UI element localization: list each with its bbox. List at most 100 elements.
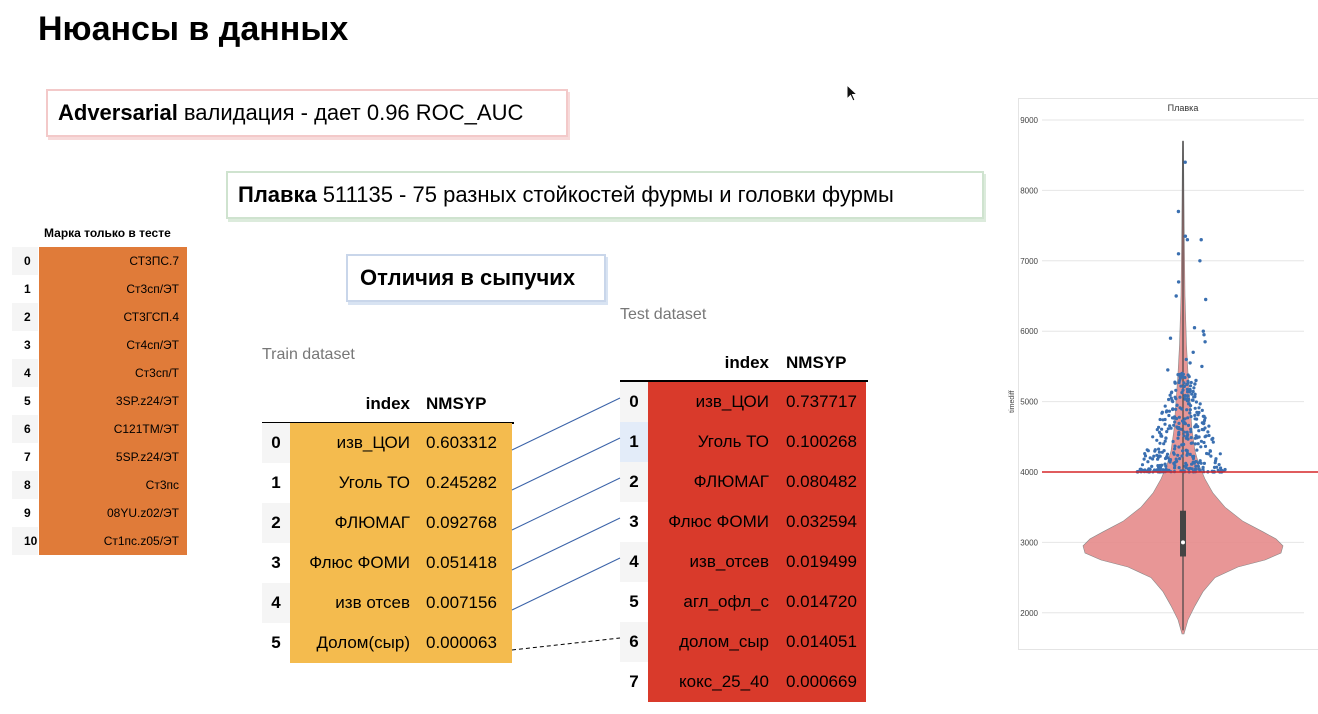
train_table-row: ФЛЮМАГ 0.092768: [290, 503, 512, 543]
data-point: [1191, 389, 1195, 394]
marka-row-value: СТ3ГСП.4: [39, 303, 187, 331]
y-tick-label: 6000: [1020, 327, 1038, 336]
data-point: [1189, 404, 1193, 408]
data-point: [1193, 413, 1197, 417]
data-point: [1172, 451, 1176, 455]
data-point: [1180, 391, 1184, 395]
test_table-row-index: 6: [620, 622, 648, 662]
data-point: [1166, 456, 1170, 460]
data-point: [1189, 427, 1193, 431]
data-point: [1163, 462, 1167, 466]
data-point: [1160, 463, 1164, 467]
data-point: [1173, 466, 1177, 470]
row-value: 0.032594: [786, 512, 857, 531]
data-point: [1189, 436, 1193, 440]
data-point: [1185, 408, 1189, 412]
data-point: [1193, 406, 1197, 410]
data-point: [1180, 454, 1184, 458]
data-point: [1167, 413, 1171, 418]
test_table-row: кокс_25_40 0.000669: [648, 662, 866, 702]
test_table-row-index: 4: [620, 542, 648, 582]
marka-row-index: 10: [12, 527, 38, 555]
data-point: [1177, 421, 1181, 425]
marka-row-index: 3: [24, 338, 31, 352]
row-value: 0.000669: [786, 672, 857, 691]
link-line: [511, 517, 621, 571]
test_table-row-index: 2: [620, 462, 648, 502]
data-point: [1191, 398, 1195, 402]
marka-row-value: 08YU.z02/ЭТ: [39, 499, 187, 527]
row-value: 0.100268: [786, 432, 857, 451]
data-point: [1148, 456, 1152, 460]
train_table-row: Долом(сыр) 0.000063: [290, 623, 512, 663]
data-point: [1158, 417, 1162, 422]
data-point: [1173, 464, 1177, 468]
violin-chart: 2000 3000 4000 5000 6000 7000 8000 9000 Плавка ti…: [1009, 103, 1318, 635]
data-point: [1153, 449, 1157, 453]
train_table-row-index: 0: [262, 423, 290, 463]
row-value: 0.000063: [426, 633, 497, 652]
row-name: ФЛЮМАГ: [693, 472, 769, 491]
data-point: [1165, 452, 1170, 456]
y-tick-label: 5000: [1020, 398, 1038, 407]
marka-row-index: 8: [12, 471, 38, 499]
data-point: [1183, 397, 1187, 401]
data-point: [1145, 448, 1149, 452]
data-point: [1182, 420, 1186, 424]
chart-title: Плавка: [1168, 103, 1199, 113]
data-point: [1162, 442, 1166, 446]
plavka-text: 511135 - 75 разных стойкостей фурмы и го…: [322, 182, 894, 207]
marka-row: 8 Ст3пс: [12, 471, 187, 499]
marka-row: 1 Ст3сп/ЭТ: [12, 275, 187, 303]
data-point: [1218, 452, 1222, 456]
data-point: [1203, 416, 1207, 420]
train_table-row-index: 2: [262, 503, 290, 543]
data-point: [1195, 410, 1199, 414]
outlier-point: [1183, 234, 1188, 238]
data-point: [1158, 466, 1163, 470]
link-line: [511, 477, 621, 531]
data-point: [1202, 461, 1206, 465]
outlier-point: [1201, 329, 1205, 333]
row-name: долом_сыр: [679, 632, 769, 651]
row-value: 0.014051: [786, 632, 857, 651]
y-tick-label: 7000: [1020, 257, 1038, 266]
data-point: [1140, 463, 1145, 467]
data-point: [1177, 415, 1181, 419]
data-point: [1188, 411, 1192, 415]
outlier-point: [1176, 252, 1181, 256]
test_table-row-index: 7: [629, 672, 639, 691]
row-name: изв отсев: [335, 593, 410, 612]
data-point: [1155, 453, 1159, 457]
data-point: [1201, 467, 1205, 471]
train_table-row: Уголь ТО 0.245282: [290, 463, 512, 503]
data-point: [1183, 417, 1187, 421]
data-point: [1156, 457, 1160, 461]
outlier-point: [1194, 378, 1198, 383]
data-point: [1185, 453, 1189, 457]
marka-row: 2 СТ3ГСП.4: [12, 303, 187, 331]
data-point: [1193, 467, 1198, 471]
outlier-point: [1199, 238, 1203, 242]
data-point: [1172, 423, 1176, 427]
data-point: [1194, 400, 1198, 404]
row-name: изв_отсев: [689, 552, 769, 571]
data-point: [1188, 408, 1192, 412]
data-point: [1177, 466, 1181, 470]
marka-row-index: 5: [24, 394, 31, 408]
data-point: [1173, 381, 1177, 385]
test_table-row: изв_отсев 0.019499: [648, 542, 866, 582]
data-point: [1176, 373, 1180, 377]
marka-row-index: 4: [12, 359, 38, 387]
marka-row-index: 7: [24, 450, 31, 464]
test_table-row: долом_сыр 0.014051: [648, 622, 866, 662]
data-point: [1191, 456, 1195, 461]
data-point: [1162, 449, 1166, 453]
marka-row: 0 СТ3ПС.7: [12, 247, 187, 275]
data-point: [1163, 439, 1167, 443]
row-name: агл_офл_с: [683, 592, 769, 611]
data-point: [1188, 452, 1192, 456]
data-point: [1199, 445, 1203, 449]
data-point: [1186, 399, 1190, 403]
